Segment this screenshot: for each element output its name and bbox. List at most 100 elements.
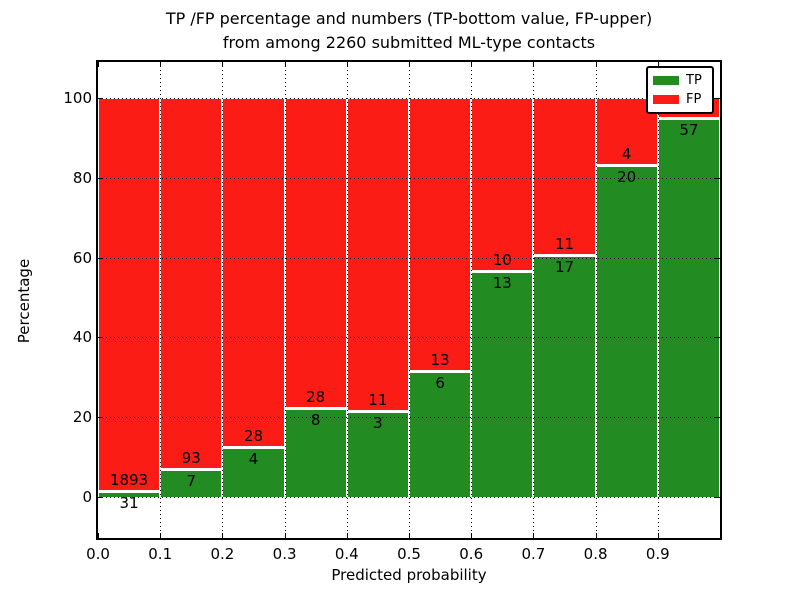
horizontal-gridline [98, 98, 720, 99]
tp-count-label: 57 [679, 120, 699, 139]
fp-count-label: 10 [492, 251, 512, 270]
tp-count-label: 17 [554, 257, 575, 276]
tp-bar-segment [471, 271, 534, 497]
fp-count-label: 28 [243, 427, 264, 446]
tp-bar-segment [533, 254, 596, 497]
legend-label-fp: FP [686, 92, 702, 107]
x-tick-mark-bottom [160, 533, 162, 538]
x-tick-label: 0.8 [583, 545, 608, 563]
fp-count-label: 11 [554, 234, 575, 253]
vertical-gridline [160, 62, 162, 538]
chart-title-line1: TP /FP percentage and numbers (TP-bottom… [165, 9, 653, 28]
y-tick-mark-left [98, 98, 103, 99]
vertical-gridline [533, 62, 535, 538]
vertical-gridline [471, 62, 473, 538]
tp-count-label: 4 [248, 450, 259, 469]
tp-bar-segment [98, 490, 161, 497]
tp-bar-segment [595, 164, 658, 497]
legend-entry-fp: FP [653, 93, 707, 106]
tp-count-label: 8 [310, 411, 321, 430]
vertical-gridline [595, 62, 597, 538]
fp-bar-segment [409, 98, 472, 371]
tp-bar-segment [222, 447, 285, 497]
vertical-gridline [222, 62, 224, 538]
tp-count-label: 20 [617, 167, 637, 186]
tp-count-label: 31 [119, 493, 139, 512]
legend: TP FP [646, 66, 714, 114]
chart-title-line2: from among 2260 submitted ML-type contac… [222, 33, 596, 52]
y-tick-label: 80 [72, 168, 92, 187]
fp-bar-segment [222, 98, 285, 448]
vertical-gridline [284, 62, 286, 538]
y-tick-mark-right [715, 417, 720, 419]
fp-bar-segment [98, 98, 161, 491]
x-tick-label: 0.6 [459, 545, 484, 563]
y-tick-label: 100 [63, 89, 92, 107]
x-tick-label: 0.2 [210, 545, 235, 563]
x-tick-mark-bottom [222, 533, 224, 538]
tp-bar-segment [160, 469, 223, 497]
x-tick-mark-top [409, 62, 410, 67]
y-tick-mark-right [715, 177, 720, 179]
fp-count-label: 93 [181, 449, 201, 468]
fp-count-label: 13 [430, 350, 450, 369]
horizontal-gridline [98, 337, 720, 339]
x-tick-mark-bottom [595, 533, 597, 538]
horizontal-gridline [98, 257, 720, 259]
fp-bar-segment [471, 98, 534, 272]
x-tick-mark-top [160, 62, 162, 67]
y-tick-mark-right [715, 98, 720, 99]
x-axis-label: Predicted probability [331, 566, 487, 584]
x-tick-mark-top [346, 62, 348, 67]
tp-count-label: 13 [492, 274, 512, 293]
fp-count-label: 4 [621, 144, 632, 163]
horizontal-gridline [98, 417, 720, 419]
horizontal-gridline [98, 177, 720, 179]
x-tick-mark-top [657, 62, 659, 67]
y-tick-mark-right [715, 257, 720, 259]
x-tick-label: 0.5 [397, 545, 421, 563]
x-tick-mark-bottom [409, 533, 410, 538]
x-tick-label: 0.9 [645, 545, 670, 563]
fp-count-label: 28 [306, 388, 326, 407]
fp-bar-segment [533, 98, 596, 255]
x-tick-mark-bottom [471, 533, 473, 538]
plot-area: 18933193728428811313610131117420357 [96, 60, 722, 540]
y-tick-mark-left [98, 177, 103, 179]
legend-entry-tp: TP [653, 74, 707, 87]
x-tick-mark-top [222, 62, 224, 67]
x-tick-label: 0.0 [86, 545, 110, 563]
x-tick-label: 0.3 [272, 545, 297, 563]
y-tick-label: 0 [82, 488, 92, 506]
x-tick-mark-top [98, 62, 99, 67]
y-tick-label: 20 [72, 408, 92, 427]
y-tick-mark-right [715, 337, 720, 339]
tp-count-label: 3 [373, 414, 383, 433]
x-tick-label: 0.1 [148, 545, 173, 563]
x-tick-mark-bottom [284, 533, 286, 538]
x-tick-mark-top [284, 62, 286, 67]
horizontal-gridline [98, 497, 720, 498]
tp-bar-segment [657, 117, 720, 497]
fp-count-label: 1893 [110, 470, 149, 489]
vertical-gridline [346, 62, 348, 538]
x-tick-mark-top [471, 62, 473, 67]
y-tick-mark-left [98, 257, 103, 259]
y-tick-mark-left [98, 337, 103, 339]
tp-color-swatch [653, 76, 679, 85]
x-tick-mark-bottom [346, 533, 348, 538]
x-tick-mark-bottom [657, 533, 659, 538]
fp-bar-segment [160, 98, 223, 470]
vertical-gridline [657, 62, 659, 538]
tp-count-label: 6 [435, 373, 445, 392]
y-tick-label: 40 [72, 328, 92, 347]
y-axis-label: Percentage [15, 258, 33, 344]
x-tick-label: 0.7 [521, 545, 546, 563]
x-tick-label: 0.4 [334, 545, 359, 563]
tp-count-label: 7 [186, 472, 197, 491]
fp-bar-segment [346, 98, 409, 412]
x-tick-mark-bottom [533, 533, 535, 538]
fp-bar-segment [284, 98, 347, 409]
tp-bar-segment [346, 411, 409, 497]
